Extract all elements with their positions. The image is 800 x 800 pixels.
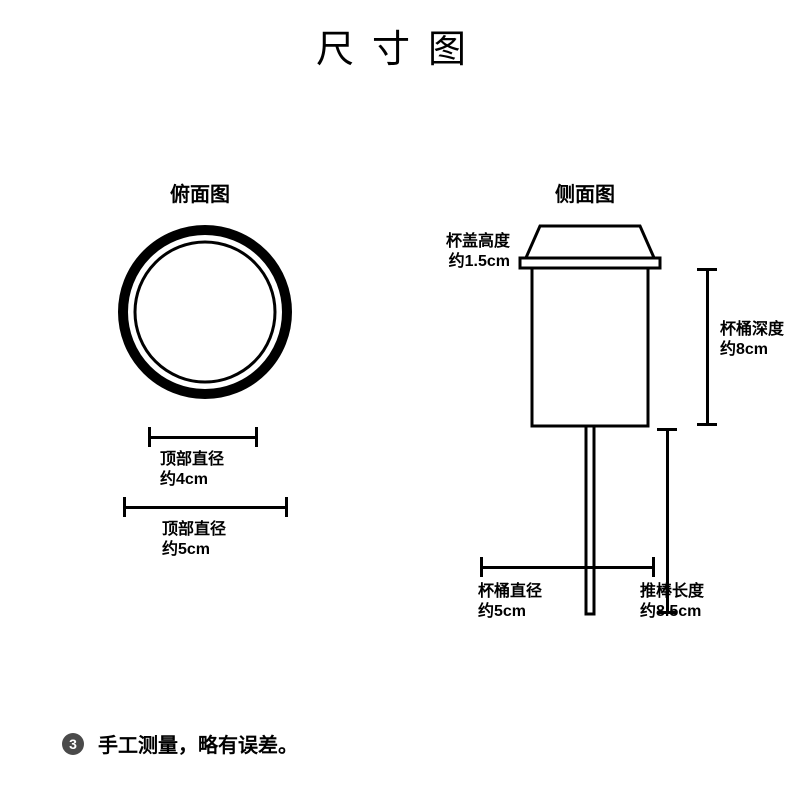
dim-label-lid-height: 杯盖高度 约1.5cm bbox=[400, 232, 510, 272]
dim-label-rod-length: 推棒长度 约8.5cm bbox=[640, 582, 704, 622]
push-rod bbox=[586, 426, 594, 614]
top-view-heading: 俯面图 bbox=[170, 178, 230, 207]
dim-bar-body-depth bbox=[700, 268, 714, 426]
footnote-text: 手工测量，略有误差。 bbox=[98, 729, 298, 758]
page-title: 尺寸图 bbox=[0, 18, 800, 73]
side-view-heading: 侧面图 bbox=[555, 178, 615, 207]
lid-shape bbox=[525, 226, 655, 260]
top-view-ring bbox=[105, 212, 305, 412]
dim-bar-body-diameter bbox=[480, 560, 655, 574]
dim-label-inner-diameter: 顶部直径 约4cm bbox=[160, 450, 224, 490]
dim-bar-outer-diameter bbox=[123, 500, 288, 514]
cup-body bbox=[532, 268, 648, 426]
dim-label-body-depth: 杯桶深度 约8cm bbox=[720, 320, 784, 360]
footnote: 3 手工测量，略有误差。 bbox=[62, 729, 298, 758]
dim-label-body-diameter: 杯桶直径 约5cm bbox=[478, 582, 542, 622]
dim-label-outer-diameter: 顶部直径 约5cm bbox=[162, 520, 226, 560]
footnote-number-badge: 3 bbox=[62, 733, 84, 755]
dim-bar-inner-diameter bbox=[148, 430, 258, 444]
